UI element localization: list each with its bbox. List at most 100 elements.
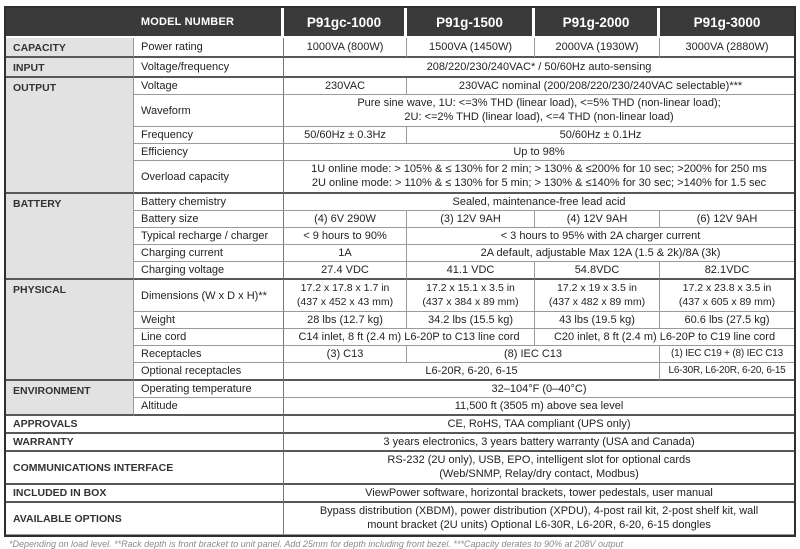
value-line: Bypass distribution (XBDM), power distri… — [319, 505, 759, 517]
value-line: 2U online mode: > 110% & ≤ 130% for 5 mi… — [311, 176, 767, 189]
attribute-efficiency: Efficiency — [134, 144, 285, 161]
value-cell: (6) 12V 9AH — [660, 211, 795, 228]
value-cell: Up to 98% — [284, 144, 795, 161]
row-charging-voltage: Charging voltage 27.4 VDC 41.1 VDC 54.8V… — [6, 262, 795, 280]
value-cell: (4) 6V 290W — [284, 211, 408, 228]
attribute-voltage: Voltage — [134, 78, 285, 95]
value-cell: 54.8VDC — [535, 262, 661, 280]
value-line: 1U online mode: > 105% & ≤ 130% for 2 mi… — [311, 163, 767, 175]
row-line-cord: Line cord C14 inlet, 8 ft (2.4 m) L6-20P… — [6, 329, 795, 346]
row-dimensions: PHYSICAL Dimensions (W x D x H)** 17.2 x… — [6, 280, 795, 381]
row-frequency: Frequency 50/60Hz ± 0.3Hz 50/60Hz ± 0.1H… — [6, 127, 795, 144]
category-input: INPUT — [6, 58, 134, 78]
row-power-rating: CAPACITY Power rating 1000VA (800W) 1500… — [6, 38, 795, 58]
header-row: MODEL NUMBER P91gc-1000 P91g-1500 P91g-2… — [6, 8, 795, 38]
value-cell: 1A — [284, 245, 408, 262]
attribute-receptacles: Receptacles — [134, 346, 285, 363]
category-warranty: WARRANTY — [6, 434, 285, 452]
row-warranty: WARRANTY 3 years electronics, 3 years ba… — [6, 434, 795, 452]
value-cell: 1U online mode: > 105% & ≤ 130% for 2 mi… — [284, 161, 795, 194]
value-cell: 230VAC nominal (200/208/220/230/240VAC s… — [407, 78, 795, 95]
row-efficiency: Efficiency Up to 98% — [6, 144, 795, 161]
row-approvals: APPROVALS CE, RoHS, TAA compliant (UPS o… — [6, 416, 795, 434]
row-operating-temperature: ENVIRONMENT Operating temperature 32–104… — [6, 381, 795, 416]
row-charging-current: Charging current 1A 2A default, adjustab… — [6, 245, 795, 262]
value-line: (437 x 605 x 89 mm) — [678, 295, 776, 308]
value-cell: Bypass distribution (XBDM), power distri… — [284, 503, 795, 535]
row-available-options: AVAILABLE OPTIONS Bypass distribution (X… — [6, 503, 795, 535]
model-column-header-1: P91gc-1000 — [284, 8, 408, 38]
attribute-overload: Overload capacity — [134, 161, 285, 194]
value-cell: Sealed, maintenance-free lead acid — [284, 194, 795, 211]
value-cell: 17.2 x 19 x 3.5 in (437 x 482 x 89 mm) — [535, 280, 661, 312]
footnote: *Depending on load level. **Rack depth i… — [9, 539, 624, 549]
value-cell: 43 lbs (19.5 kg) — [535, 312, 661, 329]
attribute-optional-receptacles: Optional receptacles — [134, 363, 285, 381]
value-cell: C20 inlet, 8 ft (2.4 m) L6-20P to C19 li… — [535, 329, 795, 346]
attribute-battery-size: Battery size — [134, 211, 285, 228]
attribute-charging-current: Charging current — [134, 245, 285, 262]
category-approvals: APPROVALS — [6, 416, 285, 434]
row-communications: COMMUNICATIONS INTERFACE RS-232 (2U only… — [6, 452, 795, 485]
attribute-power-rating: Power rating — [134, 38, 285, 58]
model-column-header-4: P91g-3000 — [660, 8, 795, 38]
attribute-waveform: Waveform — [134, 95, 285, 127]
category-physical: PHYSICAL — [6, 280, 134, 381]
row-output-voltage: OUTPUT Voltage 230VAC 230VAC nominal (20… — [6, 78, 795, 194]
attribute-voltage-frequency: Voltage/frequency — [134, 58, 285, 78]
row-overload: Overload capacity 1U online mode: > 105%… — [6, 161, 795, 194]
value-line: 17.2 x 17.8 x 1.7 in — [300, 282, 390, 294]
value-cell: 32–104°F (0–40°C) — [284, 381, 795, 398]
row-recharge: Typical recharge / charger < 9 hours to … — [6, 228, 795, 245]
row-receptacles: Receptacles (3) C13 (8) IEC C13 (1) IEC … — [6, 346, 795, 363]
row-battery-size: Battery size (4) 6V 290W (3) 12V 9AH (4)… — [6, 211, 795, 228]
value-cell: L6-30R, L6-20R, 6-20, 6-15 — [660, 363, 795, 381]
value-cell: 17.2 x 17.8 x 1.7 in (437 x 452 x 43 mm) — [284, 280, 408, 312]
attribute-operating-temperature: Operating temperature — [134, 381, 285, 398]
model-column-header-2: P91g-1500 — [407, 8, 536, 38]
value-cell: 27.4 VDC — [284, 262, 408, 280]
value-cell: ViewPower software, horizontal brackets,… — [284, 485, 795, 503]
value-line: mount bracket (2U units) Optional L6-30R… — [367, 518, 711, 531]
attribute-weight: Weight — [134, 312, 285, 329]
value-line: 17.2 x 23.8 x 3.5 in — [682, 282, 772, 294]
value-cell: (1) IEC C19 + (8) IEC C13 — [660, 346, 795, 363]
value-cell: RS-232 (2U only), USB, EPO, intelligent … — [284, 452, 795, 485]
attribute-recharge: Typical recharge / charger — [134, 228, 285, 245]
value-cell: 230VAC — [284, 78, 408, 95]
value-cell: (3) C13 — [284, 346, 408, 363]
row-voltage-frequency: INPUT Voltage/frequency 208/220/230/240V… — [6, 58, 795, 78]
attribute-altitude: Altitude — [134, 398, 285, 416]
value-cell: 3000VA (2880W) — [660, 38, 795, 58]
row-altitude: Altitude 11,500 ft (3505 m) above sea le… — [6, 398, 795, 416]
category-output: OUTPUT — [6, 78, 134, 194]
category-included-in-box: INCLUDED IN BOX — [6, 485, 285, 503]
value-cell: 3 years electronics, 3 years battery war… — [284, 434, 795, 452]
category-communications-interface: COMMUNICATIONS INTERFACE — [6, 452, 285, 485]
value-cell: 82.1VDC — [660, 262, 795, 280]
model-column-header-3: P91g-2000 — [535, 8, 661, 38]
value-cell: (8) IEC C13 — [407, 346, 661, 363]
value-cell: CE, RoHS, TAA compliant (UPS only) — [284, 416, 795, 434]
attribute-dimensions: Dimensions (W x D x H)** — [134, 280, 285, 312]
value-line: 2U: <=2% THD (linear load), <=4 THD (non… — [404, 110, 674, 123]
category-battery: BATTERY — [6, 194, 134, 280]
value-line: Pure sine wave, 1U: <=3% THD (linear loa… — [357, 97, 721, 109]
attribute-charging-voltage: Charging voltage — [134, 262, 285, 280]
value-cell: Pure sine wave, 1U: <=3% THD (linear loa… — [284, 95, 795, 127]
value-cell: 2000VA (1930W) — [535, 38, 661, 58]
value-cell: 50/60Hz ± 0.3Hz — [284, 127, 408, 144]
attribute-line-cord: Line cord — [134, 329, 285, 346]
value-line: (437 x 482 x 89 mm) — [548, 295, 646, 308]
category-environment: ENVIRONMENT — [6, 381, 134, 416]
value-line: RS-232 (2U only), USB, EPO, intelligent … — [387, 454, 691, 466]
value-cell: 2A default, adjustable Max 12A (1.5 & 2k… — [407, 245, 795, 262]
spec-table: MODEL NUMBER P91gc-1000 P91g-1500 P91g-2… — [4, 6, 797, 537]
category-available-options: AVAILABLE OPTIONS — [6, 503, 285, 535]
value-cell: 60.6 lbs (27.5 kg) — [660, 312, 795, 329]
value-cell: 50/60Hz ± 0.1Hz — [407, 127, 795, 144]
value-cell: (4) 12V 9AH — [535, 211, 661, 228]
value-cell: 11,500 ft (3505 m) above sea level — [284, 398, 795, 416]
attribute-frequency: Frequency — [134, 127, 285, 144]
